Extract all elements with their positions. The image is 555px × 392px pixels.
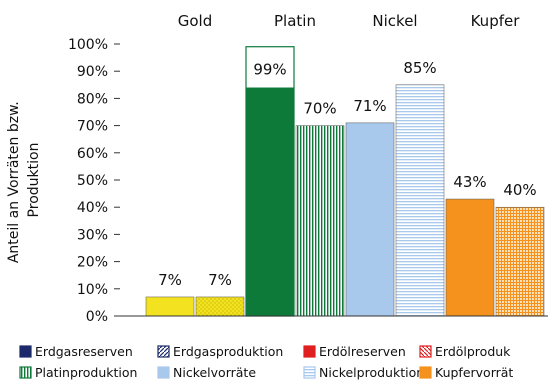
bar-value-label: 43%: [453, 173, 486, 191]
y-tick-label: 100%: [68, 37, 108, 53]
legend-item: Kupfervorrät: [419, 365, 513, 380]
bar: [145, 296, 195, 317]
y-axis-ticks: 0% 10% 20% 30% 40% 50% 60% 70% 80% 90% 100%: [68, 37, 120, 325]
group-label: Gold: [178, 12, 213, 30]
legend-label: Kupfervorrät: [435, 365, 513, 380]
y-tick-label: 40%: [77, 200, 108, 216]
y-tick-label: 10%: [77, 282, 108, 298]
y-axis-label: Anteil an Vorräten bzw. Produktion: [6, 97, 42, 263]
bar: [245, 46, 295, 317]
legend-item: Erdgasproduktion: [157, 344, 283, 359]
legend-label: Erdgasproduktion: [173, 344, 283, 359]
legend-label: Nickelproduktion: [319, 365, 424, 380]
bars: [145, 46, 545, 317]
legend-item: Erdölreserven: [303, 344, 406, 359]
y-tick-label: 60%: [77, 146, 108, 162]
bar: [495, 206, 545, 317]
group-label: Platin: [274, 12, 316, 30]
y-tick-label: 90%: [77, 64, 108, 80]
legend-swatch: [419, 366, 432, 379]
legend-swatch: [19, 345, 32, 358]
legend-item: Platinproduktion: [19, 365, 137, 380]
legend-label: Erdgasreserven: [35, 344, 133, 359]
y-tick-label: 50%: [77, 173, 108, 189]
y-tick-label: 0%: [86, 309, 108, 325]
bar-value-label: 71%: [353, 97, 386, 115]
legend-item: Erdölproduk: [419, 344, 511, 359]
y-tick-label: 20%: [77, 255, 108, 271]
group-label: Nickel: [372, 12, 417, 30]
legend-label: Platinproduktion: [35, 365, 137, 380]
bar: [295, 125, 345, 317]
bar-value-label: 40%: [503, 181, 536, 199]
y-tick-label: 70%: [77, 119, 108, 135]
bar-value-labels: 7% 7% 99% 70% 71% 85% 43% 40%: [158, 59, 537, 289]
bar: [445, 198, 495, 317]
y-tick-label: 80%: [77, 91, 108, 107]
legend-swatch: [419, 345, 432, 358]
group-label: Kupfer: [471, 12, 521, 30]
bar-value-label: 85%: [403, 59, 436, 77]
legend-item: Erdgasreserven: [19, 344, 133, 359]
group-labels: Gold Platin Nickel Kupfer: [178, 12, 520, 30]
bar-value-label: 99%: [253, 61, 286, 79]
bar: [345, 122, 395, 317]
bar-value-label: 7%: [208, 271, 232, 289]
legend-swatch: [303, 366, 316, 379]
bar-value-label: 70%: [303, 100, 336, 118]
legend-label: Erdölproduk: [435, 344, 511, 359]
legend-swatch: [157, 366, 170, 379]
bar-value-label: 7%: [158, 271, 182, 289]
legend: Erdgasreserven Erdgasproduktion Erdölreser…: [19, 344, 513, 380]
legend-label: Erdölreserven: [319, 344, 406, 359]
legend-swatch: [303, 345, 316, 358]
y-tick-label: 30%: [77, 227, 108, 243]
legend-swatch: [157, 345, 170, 358]
legend-swatch: [19, 366, 32, 379]
y-axis-label-line-1: Anteil an Vorräten bzw.: [6, 101, 22, 263]
bar: [195, 296, 245, 317]
legend-label: Nickelvorräte: [173, 365, 256, 380]
bar: [395, 84, 445, 317]
legend-item: Nickelvorräte: [157, 365, 256, 380]
y-axis-label-line-2: Produktion: [26, 143, 42, 218]
legend-item: Nickelproduktion: [303, 365, 424, 380]
